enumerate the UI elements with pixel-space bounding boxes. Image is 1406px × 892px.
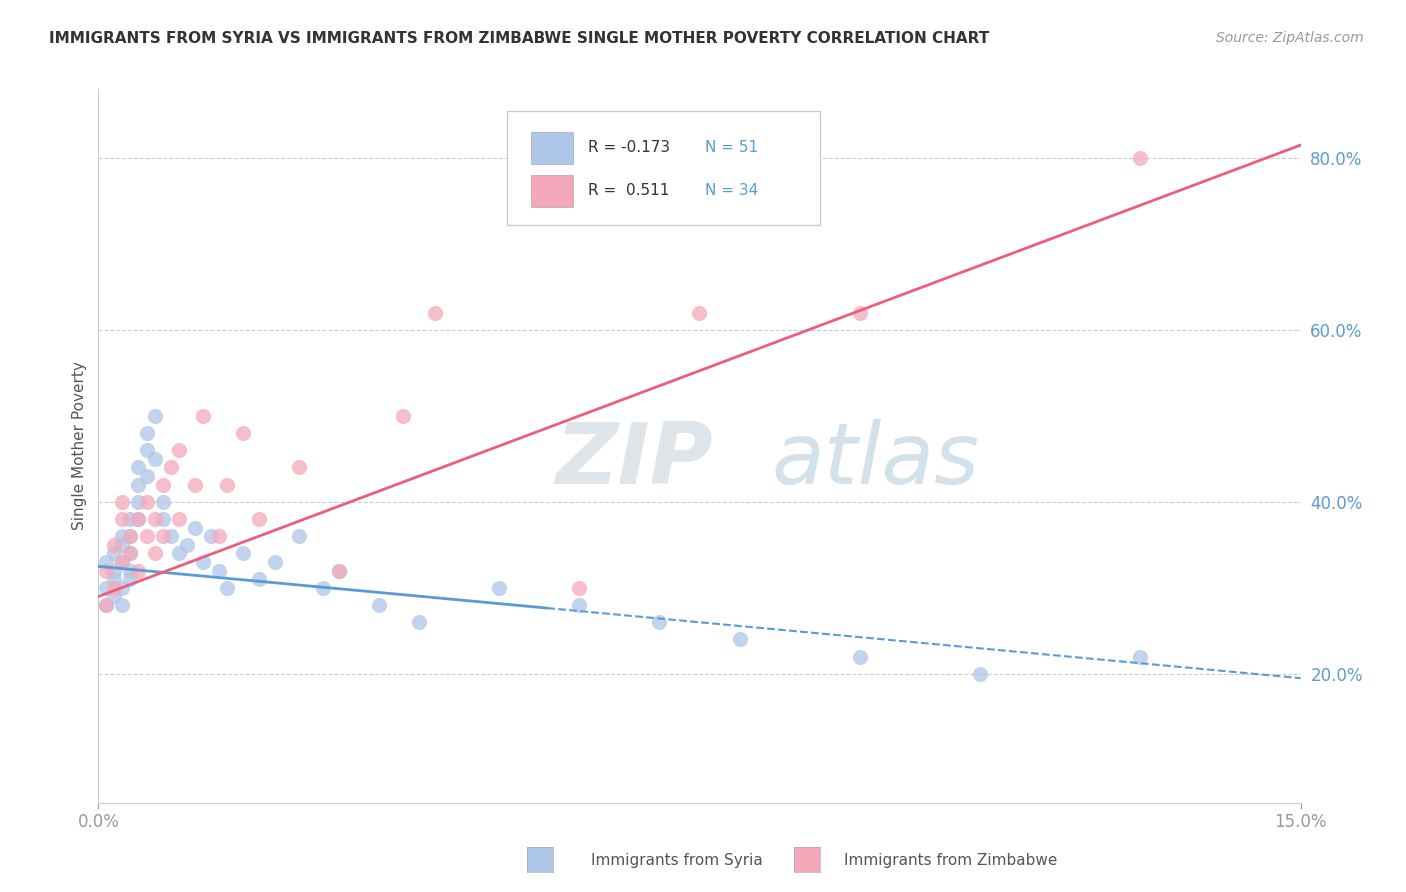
- Point: [263, 555, 285, 569]
- Point: [128, 477, 150, 491]
- Point: [103, 546, 125, 560]
- Point: [143, 512, 166, 526]
- Point: [328, 564, 350, 578]
- Point: [120, 564, 142, 578]
- Point: [167, 546, 190, 560]
- Text: IMMIGRANTS FROM SYRIA VS IMMIGRANTS FROM ZIMBABWE SINGLE MOTHER POVERTY CORRELAT: IMMIGRANTS FROM SYRIA VS IMMIGRANTS FROM…: [49, 31, 990, 46]
- Point: [849, 649, 872, 664]
- Point: [152, 495, 174, 509]
- FancyBboxPatch shape: [531, 132, 574, 164]
- Text: Immigrants from Syria: Immigrants from Syria: [591, 854, 762, 868]
- Point: [120, 546, 142, 560]
- Point: [135, 443, 157, 458]
- Point: [143, 546, 166, 560]
- Point: [120, 572, 142, 586]
- Point: [96, 555, 118, 569]
- Text: Source: ZipAtlas.com: Source: ZipAtlas.com: [1216, 31, 1364, 45]
- Point: [208, 529, 231, 543]
- Point: [488, 581, 510, 595]
- Point: [969, 666, 991, 681]
- Point: [111, 538, 134, 552]
- Point: [111, 581, 134, 595]
- Point: [689, 306, 711, 320]
- Point: [143, 409, 166, 423]
- Text: Immigrants from Zimbabwe: Immigrants from Zimbabwe: [844, 854, 1057, 868]
- Point: [288, 529, 311, 543]
- Text: R = -0.173: R = -0.173: [588, 140, 669, 155]
- Point: [128, 460, 150, 475]
- Point: [191, 409, 214, 423]
- Point: [312, 581, 335, 595]
- Point: [215, 581, 238, 595]
- Point: [103, 564, 125, 578]
- Point: [288, 460, 311, 475]
- Point: [103, 590, 125, 604]
- Point: [167, 512, 190, 526]
- Point: [111, 495, 134, 509]
- FancyBboxPatch shape: [508, 111, 820, 225]
- Point: [159, 460, 181, 475]
- Point: [135, 426, 157, 441]
- Point: [111, 529, 134, 543]
- Point: [152, 529, 174, 543]
- Text: R =  0.511: R = 0.511: [588, 183, 669, 198]
- Point: [392, 409, 415, 423]
- Point: [152, 477, 174, 491]
- Point: [111, 598, 134, 612]
- Point: [232, 426, 254, 441]
- Point: [849, 306, 872, 320]
- Point: [96, 598, 118, 612]
- Point: [120, 529, 142, 543]
- Point: [176, 538, 198, 552]
- Point: [159, 529, 181, 543]
- Point: [143, 451, 166, 466]
- Point: [208, 564, 231, 578]
- Point: [183, 521, 205, 535]
- Point: [423, 306, 446, 320]
- Point: [1129, 649, 1152, 664]
- Point: [120, 512, 142, 526]
- Point: [247, 572, 270, 586]
- Point: [135, 495, 157, 509]
- Point: [232, 546, 254, 560]
- Point: [568, 581, 591, 595]
- Text: N = 34: N = 34: [706, 183, 759, 198]
- FancyBboxPatch shape: [531, 175, 574, 207]
- Point: [183, 477, 205, 491]
- Text: ZIP: ZIP: [555, 418, 713, 502]
- Point: [103, 572, 125, 586]
- Point: [103, 538, 125, 552]
- Point: [128, 512, 150, 526]
- Point: [128, 495, 150, 509]
- Point: [167, 443, 190, 458]
- Point: [111, 555, 134, 569]
- Y-axis label: Single Mother Poverty: Single Mother Poverty: [72, 361, 87, 531]
- Text: N = 51: N = 51: [706, 140, 759, 155]
- Point: [135, 529, 157, 543]
- Point: [648, 615, 671, 630]
- Point: [200, 529, 222, 543]
- Point: [215, 477, 238, 491]
- Point: [568, 598, 591, 612]
- Point: [408, 615, 430, 630]
- Point: [96, 598, 118, 612]
- Point: [728, 632, 751, 647]
- Point: [191, 555, 214, 569]
- Point: [111, 512, 134, 526]
- Point: [103, 581, 125, 595]
- Point: [135, 469, 157, 483]
- Point: [120, 546, 142, 560]
- Point: [368, 598, 391, 612]
- Point: [247, 512, 270, 526]
- Point: [128, 512, 150, 526]
- Text: atlas: atlas: [772, 418, 980, 502]
- Point: [111, 555, 134, 569]
- Point: [96, 564, 118, 578]
- Point: [152, 512, 174, 526]
- Point: [128, 564, 150, 578]
- Point: [120, 529, 142, 543]
- Point: [96, 581, 118, 595]
- Point: [1129, 151, 1152, 165]
- Point: [328, 564, 350, 578]
